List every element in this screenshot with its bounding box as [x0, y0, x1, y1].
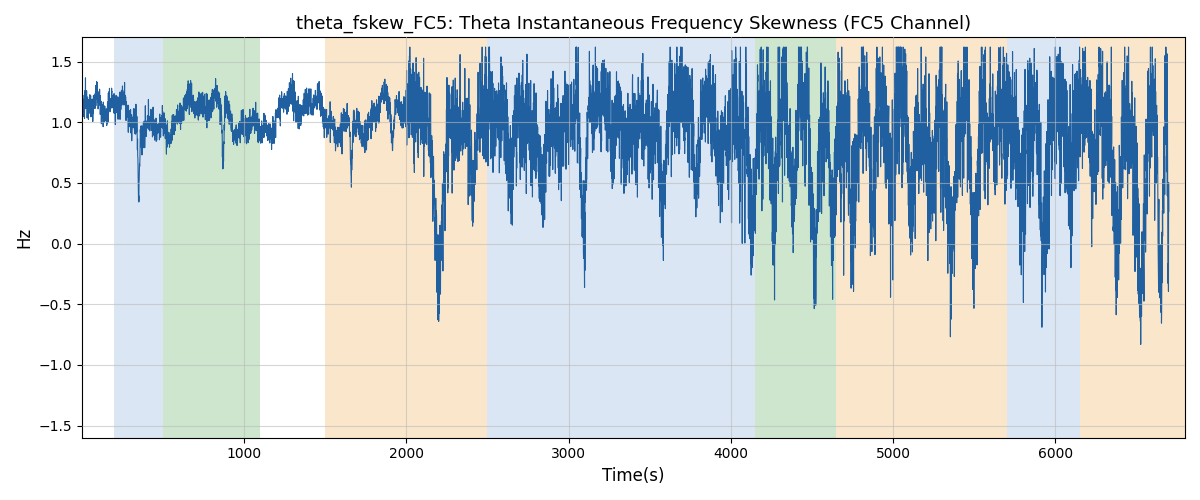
Bar: [163, 38, 260, 438]
Bar: [755, 38, 836, 438]
Bar: [722, 38, 755, 438]
Bar: [1080, 38, 1184, 438]
X-axis label: Time(s): Time(s): [602, 467, 665, 485]
Bar: [487, 38, 722, 438]
Y-axis label: Hz: Hz: [14, 227, 32, 248]
Bar: [114, 38, 163, 438]
Bar: [1007, 38, 1080, 438]
Bar: [836, 38, 1007, 438]
Bar: [325, 38, 487, 438]
Title: theta_fskew_FC5: Theta Instantaneous Frequency Skewness (FC5 Channel): theta_fskew_FC5: Theta Instantaneous Fre…: [296, 15, 971, 34]
